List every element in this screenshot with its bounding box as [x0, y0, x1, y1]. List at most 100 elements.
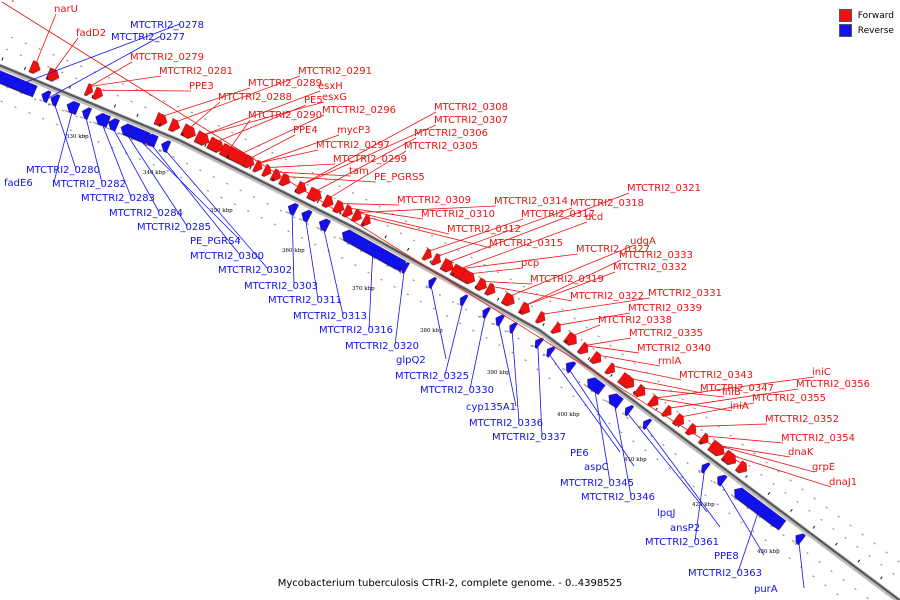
forward-gene-34-bevel [562, 340, 570, 347]
forward-label-45: MTCTRI2_0343 [679, 370, 753, 381]
reverse-leader-23 [569, 369, 635, 467]
reverse-label-9: MTCTRI2_0300 [190, 251, 264, 262]
forward-gene-37 [604, 362, 615, 375]
forward-gene-32-bevel [534, 321, 539, 324]
forward-gene-19-bevel [332, 210, 338, 214]
reverse-gene-17-bevel [456, 302, 460, 306]
reverse-gene-14-bevel [338, 237, 397, 271]
reverse-leader-0 [13, 23, 181, 88]
reverse-gene-31-bevel [791, 539, 796, 543]
reverse-gene-11 [285, 202, 300, 216]
reverse-gene-21-bevel [531, 344, 535, 348]
forward-leader-6 [175, 75, 301, 123]
reverse-label-12: MTCTRI2_0311 [268, 295, 342, 306]
forward-gene-25-bevel [439, 268, 447, 273]
forward-gene-34 [562, 331, 577, 347]
reverse-label-3: fadE6 [4, 178, 33, 189]
forward-label-31: dcd [585, 212, 603, 223]
reverse-gene-2-bevel [48, 102, 52, 106]
forward-leader-36 [509, 245, 633, 297]
reverse-gene-30 [730, 487, 787, 531]
reverse-label-22: PE6 [570, 448, 589, 459]
forward-leader-3 [89, 75, 162, 87]
reverse-gene-5-bevel [92, 121, 102, 127]
reverse-gene-9 [142, 133, 159, 148]
backbone-tick-12 [271, 177, 275, 181]
reverse-label-26: lpqJ [657, 508, 675, 519]
forward-leader-25 [357, 212, 450, 235]
forward-gene-18-shape [321, 194, 334, 208]
forward-label-10: PE5 [304, 95, 323, 106]
reverse-swatch [838, 24, 852, 37]
backbone-tick-27 [610, 373, 613, 377]
reverse-gene-25-bevel [604, 399, 613, 407]
forward-leader-19 [301, 111, 437, 186]
forward-gene-31-shape [517, 301, 531, 315]
reverse-gene-15 [398, 261, 411, 275]
forward-label-23: MTCTRI2_0309 [397, 195, 471, 206]
forward-leader-51 [679, 402, 755, 418]
reverse-label-5: MTCTRI2_0283 [81, 193, 155, 204]
forward-gene-29-bevel [484, 292, 489, 297]
forward-gene-28-bevel [474, 287, 480, 292]
forward-gene-29 [484, 282, 496, 297]
reverse-gene-10-bevel [158, 149, 163, 152]
reverse-gene-16 [425, 276, 438, 290]
forward-gene-8-bevel [206, 147, 217, 154]
forward-gene-39-bevel [633, 393, 638, 398]
backbone-tick-0 [1, 57, 4, 61]
backbone-tick-2 [46, 76, 49, 80]
forward-gene-20 [341, 204, 353, 218]
forward-gene-2-bevel [83, 94, 88, 97]
reverse-gene-4-bevel [79, 116, 84, 119]
reverse-gene-24-bevel [583, 383, 595, 393]
forward-label-33: pcp [521, 258, 539, 269]
forward-leader-26 [357, 205, 497, 213]
backbone-tick-19 [429, 260, 432, 264]
forward-label-5: MTCTRI2_0289 [248, 78, 322, 89]
reverse-gene-30-shape [734, 487, 787, 531]
reverse-leader-5 [101, 123, 132, 198]
forward-label-57: hspR [0, 0, 25, 3]
forward-leader-39 [541, 297, 651, 315]
forward-label-30: MTCTRI2_0321 [627, 183, 701, 194]
forward-gene-44-bevel [697, 441, 702, 445]
forward-label-40: MTCTRI2_0339 [628, 303, 702, 314]
forward-gene-5-bevel [168, 129, 174, 133]
forward-label-38: MTCTRI2_0332 [613, 262, 687, 273]
reverse-gene-26-shape [624, 405, 635, 417]
reverse-leader-16 [430, 286, 447, 360]
tick-label-4: 370 kbp [352, 286, 375, 292]
forward-leader-52 [692, 423, 768, 427]
forward-swatch [838, 9, 852, 22]
reverse-leader-6 [112, 127, 160, 213]
forward-leader-32 [459, 253, 579, 270]
tick-label-7: 400 kbp [557, 412, 580, 418]
forward-label-8: esxH [318, 81, 343, 92]
reverse-gene-26 [621, 405, 635, 417]
forward-label-19: MTCTRI2_0308 [434, 102, 508, 113]
reverse-gene-11-shape [287, 202, 300, 216]
forward-gene-6-shape [180, 123, 196, 139]
reverse-leader-25 [614, 403, 632, 497]
forward-gene-38 [617, 372, 635, 390]
backbone-tick-24 [542, 323, 545, 327]
forward-gene-10-bevel [226, 157, 246, 168]
forward-leader-14 [258, 134, 340, 164]
forward-leader-22 [328, 150, 407, 199]
reverse-leader-12 [305, 219, 319, 300]
backbone-tick-28 [632, 390, 636, 394]
reverse-gene-17 [456, 294, 469, 307]
tick-label-8: 410 kbp [624, 457, 647, 463]
reverse-label-29: PPE8 [714, 551, 739, 562]
forward-label-9: esxG [322, 92, 347, 103]
forward-gene-47 [734, 460, 748, 474]
forward-gene-5 [168, 118, 181, 133]
reverse-gene-31 [791, 533, 806, 546]
forward-label-41: MTCTRI2_0338 [598, 315, 672, 326]
tick-label-3: 360 kbp [282, 248, 305, 254]
forward-leader-56 [730, 454, 832, 488]
reverse-gene-7-bevel [118, 132, 126, 137]
legend-forward-label: Forward [857, 10, 894, 21]
forward-label-21: MTCTRI2_0306 [414, 128, 488, 139]
